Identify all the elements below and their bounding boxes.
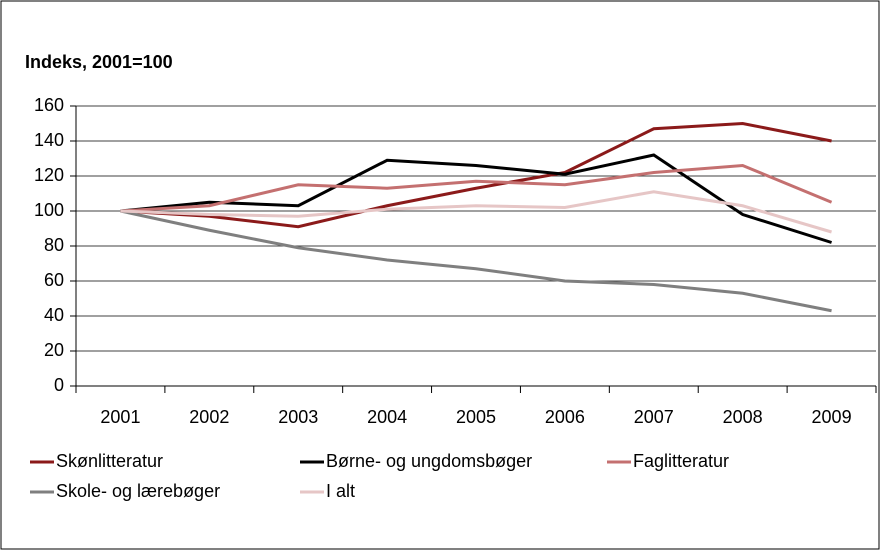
y-tick-label: 0	[54, 375, 64, 395]
line-series	[120, 163, 833, 213]
legend-label: Børne- og ungdomsbøger	[326, 451, 532, 471]
y-tick-label: 120	[34, 165, 64, 185]
x-tick-label: 2006	[545, 407, 585, 427]
legend-label: I alt	[326, 481, 355, 501]
y-tick-label: 60	[44, 270, 64, 290]
y-tick-label: 40	[44, 305, 64, 325]
chart-title: Indeks, 2001=100	[25, 52, 173, 72]
x-tick-label: 2003	[278, 407, 318, 427]
y-tick-label: 20	[44, 340, 64, 360]
x-tick-label: 2005	[456, 407, 496, 427]
legend-label: Skole- og lærebøger	[56, 481, 220, 501]
y-tick-label: 160	[34, 95, 64, 115]
line-series	[120, 153, 833, 244]
line-series	[120, 121, 832, 229]
y-tick-label: 140	[34, 130, 64, 150]
x-tick-label: 2008	[723, 407, 763, 427]
legend-label: Skønlitteratur	[56, 451, 163, 471]
x-tick-label: 2009	[812, 407, 852, 427]
legend-label: Faglitteratur	[633, 451, 729, 471]
y-tick-label: 80	[44, 235, 64, 255]
x-tick-label: 2004	[367, 407, 407, 427]
x-tick-label: 2001	[100, 407, 140, 427]
line-series	[120, 209, 832, 313]
x-tick-label: 2007	[634, 407, 674, 427]
line-series	[120, 190, 832, 234]
x-tick-label: 2002	[189, 407, 229, 427]
y-tick-label: 100	[34, 200, 64, 220]
